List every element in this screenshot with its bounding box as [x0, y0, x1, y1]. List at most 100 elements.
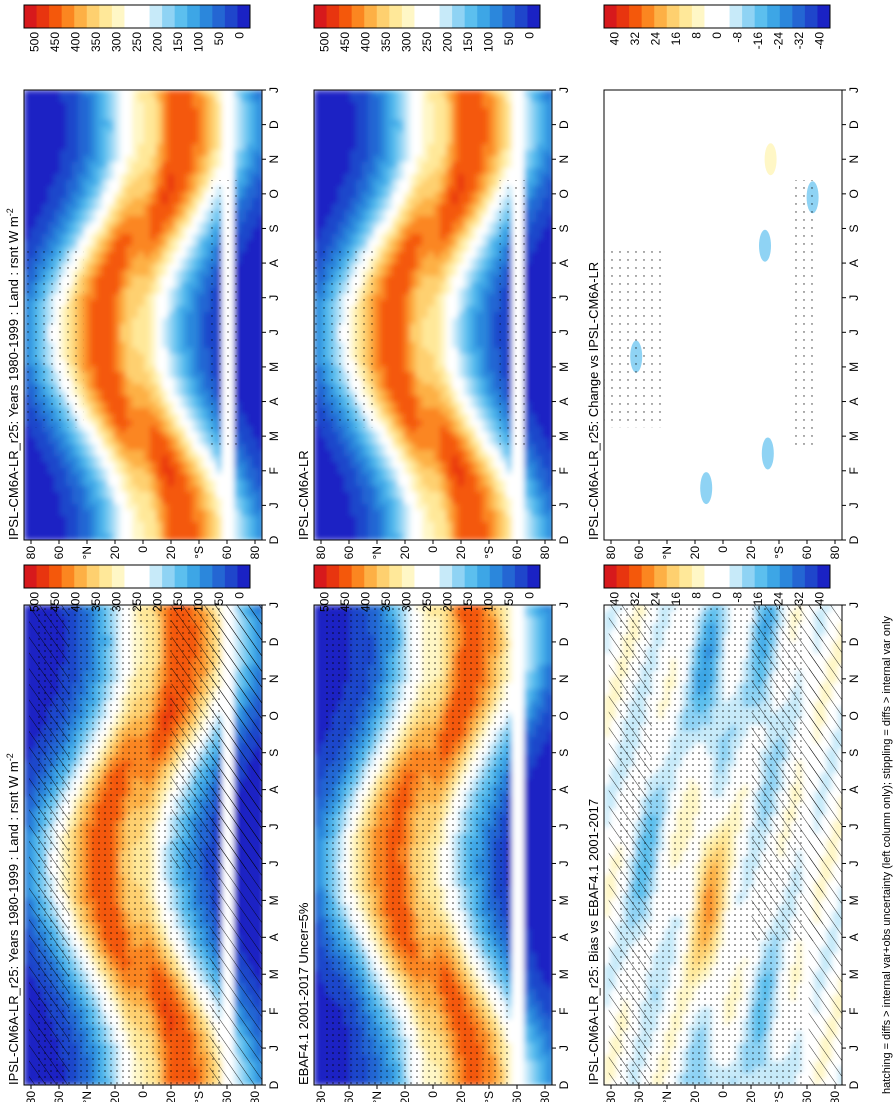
heatmap-cell [90, 432, 97, 439]
heatmap-cell [102, 438, 109, 445]
heatmap-cell [150, 510, 157, 517]
heatmap-cell [48, 486, 55, 493]
heatmap-cell [108, 156, 115, 163]
heatmap-cell [114, 462, 121, 469]
heatmap-cell [156, 306, 163, 313]
heatmap-cell [108, 516, 115, 523]
heatmap-cell [144, 120, 151, 127]
heatmap-cell [150, 312, 157, 319]
heatmap-cell [156, 336, 163, 343]
heatmap-cell [96, 174, 103, 181]
heatmap-cell [156, 246, 163, 253]
heatmap-cell [126, 474, 133, 481]
heatmap-cell [24, 911, 31, 918]
heatmap-cell [162, 402, 169, 409]
heatmap-cell [126, 318, 133, 325]
heatmap-cell [36, 456, 43, 463]
heatmap-cell [102, 204, 109, 211]
heatmap-cell [84, 258, 91, 265]
heatmap-cell [90, 378, 97, 385]
heatmap-cell [36, 444, 43, 451]
heatmap-cell [120, 330, 127, 337]
heatmap-cell [156, 444, 163, 451]
heatmap-cell [132, 90, 139, 97]
heatmap-cell [24, 120, 31, 127]
heatmap-cell [120, 192, 127, 199]
heatmap-cell [162, 444, 169, 451]
heatmap-cell [102, 258, 109, 265]
heatmap-cell [48, 510, 55, 517]
heatmap-cell [90, 210, 97, 217]
panel-top-left: IPSL-CM6A-LR_r25: Years 1980-1999 : Land… [5, 604, 263, 1086]
heatmap-cell [132, 420, 139, 427]
heatmap-cell [102, 336, 109, 343]
heatmap-cell [144, 306, 151, 313]
heatmap-cell [24, 791, 31, 798]
heatmap-cell [108, 162, 115, 169]
heatmap-cell [90, 198, 97, 205]
heatmap-cell [78, 438, 85, 445]
heatmap-cell [24, 683, 31, 690]
heatmap-cell [138, 198, 145, 205]
heatmap-cell [60, 510, 67, 517]
heatmap-cell [24, 174, 31, 181]
heatmap-cell [108, 384, 115, 391]
heatmap-cell [54, 504, 61, 511]
heatmap-cell [162, 240, 169, 247]
heatmap-cell [156, 204, 163, 211]
heatmap-cell [102, 456, 109, 463]
heatmap-cell [150, 282, 157, 289]
heatmap-cell [72, 216, 79, 223]
heatmap-cell [72, 432, 79, 439]
heatmap-cell [84, 144, 91, 151]
heatmap-cell [150, 372, 157, 379]
heatmap-cell [132, 348, 139, 355]
heatmap-cell [108, 186, 115, 193]
heatmap-cell [162, 114, 169, 121]
heatmap-cell [90, 342, 97, 349]
heatmap-cell [150, 258, 157, 265]
heatmap-cell [120, 444, 127, 451]
heatmap-cell [120, 234, 127, 241]
heatmap-cell [132, 180, 139, 187]
heatmap-cell [96, 474, 103, 481]
heatmap-cell [84, 324, 91, 331]
heatmap-cell [144, 282, 151, 289]
heatmap-cell [126, 456, 133, 463]
heatmap-cell [24, 965, 31, 972]
heatmap-cell [102, 354, 109, 361]
heatmap-cell [162, 198, 169, 205]
heatmap-cell [78, 96, 85, 103]
heatmap-cell [84, 318, 91, 325]
heatmap-cell [114, 114, 121, 121]
heatmap-cell [144, 504, 151, 511]
heatmap-cell [144, 240, 151, 247]
heatmap-cell [90, 402, 97, 409]
heatmap-cell [120, 468, 127, 475]
heatmap-cell [42, 516, 49, 523]
heatmap-cell [114, 498, 121, 505]
heatmap-cell [30, 132, 37, 139]
heatmap-cell [102, 120, 109, 127]
heatmap-cell [132, 450, 139, 457]
heatmap-cell [120, 492, 127, 499]
heatmap-cell [96, 276, 103, 283]
heatmap-cell [132, 480, 139, 487]
heatmap-cell [108, 234, 115, 241]
heatmap-cell [102, 342, 109, 349]
heatmap-cell [126, 228, 133, 235]
heatmap-cell [36, 132, 43, 139]
heatmap-cell [108, 432, 115, 439]
heatmap-cell [48, 450, 55, 457]
heatmap-cell [36, 222, 43, 229]
heatmap-cell [132, 198, 139, 205]
heatmap-cell [24, 468, 31, 475]
heatmap-cell [144, 450, 151, 457]
heatmap-cell [84, 480, 91, 487]
heatmap-cell [132, 120, 139, 127]
heatmap-cell [144, 372, 151, 379]
heatmap-cell [102, 306, 109, 313]
heatmap-cell [24, 528, 31, 535]
heatmap-cell [138, 168, 145, 175]
heatmap-cell [132, 114, 139, 121]
